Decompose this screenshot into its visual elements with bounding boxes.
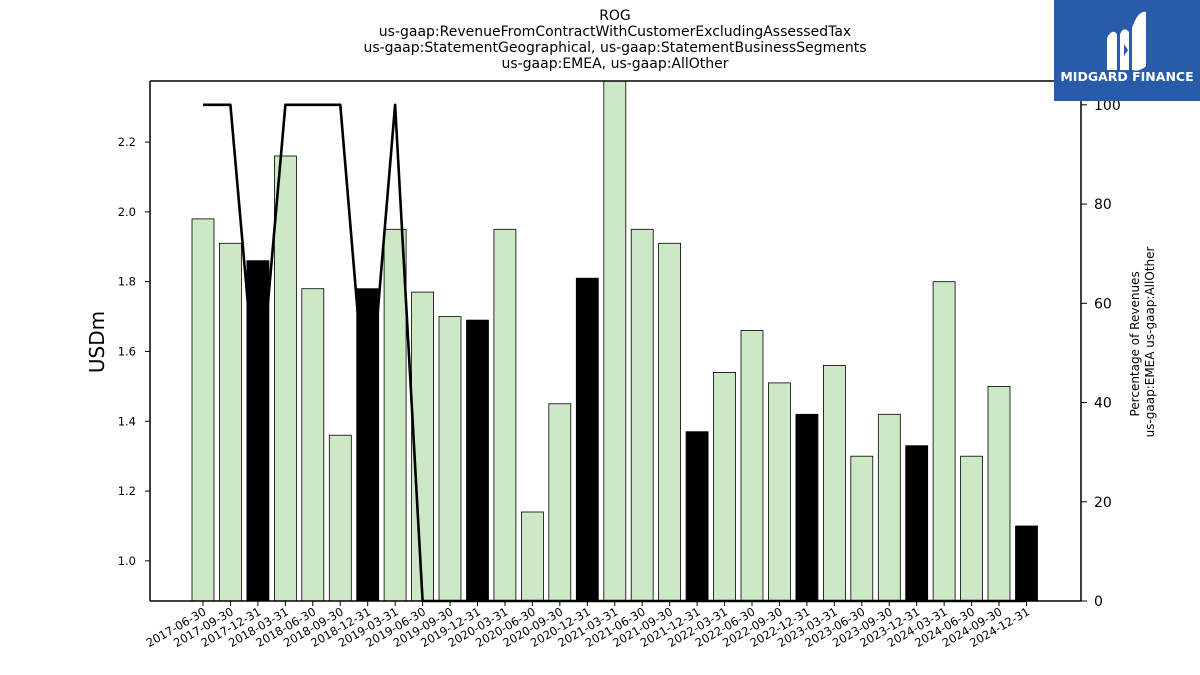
- bar-2018-03-31: [273, 155, 297, 602]
- x-axis: 2017-06-302017-09-302017-12-312018-03-31…: [144, 601, 1032, 650]
- bar-2021-06-30: [630, 228, 654, 602]
- bar-2019-03-31: [383, 228, 407, 602]
- bar-2023-03-31: [823, 364, 846, 602]
- axes: [149, 80, 1082, 602]
- logo-text: MIDGARD FINANCE: [1060, 69, 1193, 84]
- y-tick-label: 1.6: [118, 344, 136, 358]
- chart-title: ROGus-gaap:RevenueFromContractWithCustom…: [363, 8, 866, 72]
- title-line-1: ROG: [599, 8, 631, 24]
- bar-2021-03-31: [603, 80, 627, 602]
- bar-2017-09-30: [218, 242, 242, 602]
- bar-2024-03-31: [932, 281, 956, 602]
- y-tick-label: 1.8: [118, 275, 136, 289]
- logo-mark-icon: [1107, 11, 1146, 71]
- title-line-3: us-gaap:StatementGeographical, us-gaap:S…: [363, 40, 866, 56]
- midgard-finance-logo: MIDGARD FINANCE: [1054, 0, 1200, 101]
- y-axis-label: USDm: [85, 311, 109, 373]
- bar-2024-12-31: [1015, 525, 1038, 602]
- bar-2021-09-30: [658, 242, 681, 602]
- y-right-tick-label: 60: [1094, 296, 1112, 312]
- bar-2020-03-31: [493, 228, 517, 602]
- y-right-tick-label: 40: [1094, 396, 1112, 412]
- bar-2023-09-30: [877, 413, 901, 602]
- bars: [191, 80, 1038, 602]
- bar-2021-12-31: [685, 431, 709, 602]
- y-axis-left: 1.0 1.2 1.4 1.6 1.8 2.0 2.2: [118, 135, 150, 568]
- bar-2024-09-30: [987, 385, 1011, 602]
- bar-2017-12-31: [246, 260, 270, 602]
- bar-2022-03-31: [713, 371, 736, 602]
- bar-2023-06-30: [850, 455, 874, 602]
- y-right-tick-label: 20: [1094, 495, 1112, 511]
- bar-2019-09-30: [438, 316, 462, 602]
- title-line-2: us-gaap:RevenueFromContractWithCustomerE…: [379, 24, 851, 40]
- y-right-tick-label: 100: [1094, 98, 1121, 114]
- y-axis-right: 0 20 40 60 80 100: [1081, 98, 1121, 610]
- y-tick-label: 2.2: [118, 135, 136, 149]
- y-tick-label: 1.0: [118, 554, 136, 568]
- bar-2018-06-30: [301, 288, 325, 602]
- bar-2020-12-31: [575, 277, 599, 602]
- y-tick-label: 1.4: [118, 414, 136, 428]
- y-axis-right-label: Percentage of Revenues us-gaap:EMEA us-g…: [1128, 247, 1157, 438]
- y-tick-label: 1.2: [118, 484, 136, 498]
- bar-2023-12-31: [905, 445, 929, 602]
- bar-2024-06-30: [960, 455, 983, 602]
- bar-2022-09-30: [768, 382, 791, 602]
- y-right-tick-label: 0: [1094, 594, 1103, 610]
- title-line-4: us-gaap:EMEA, us-gaap:AllOther: [501, 56, 728, 72]
- bar-2020-06-30: [521, 511, 544, 602]
- bar-2017-06-30: [191, 218, 215, 602]
- y-axis-right-label-line-2: us-gaap:EMEA us-gaap:AllOther: [1143, 247, 1157, 438]
- y-tick-label: 2.0: [118, 205, 136, 219]
- y-right-tick-label: 80: [1094, 197, 1112, 213]
- bar-2020-09-30: [548, 403, 572, 602]
- bar-2018-09-30: [328, 434, 352, 602]
- bar-2022-06-30: [740, 330, 764, 602]
- bar-2019-12-31: [466, 319, 489, 602]
- bar-2022-12-31: [795, 413, 819, 602]
- y-axis-right-label-line-1: Percentage of Revenues: [1128, 271, 1142, 416]
